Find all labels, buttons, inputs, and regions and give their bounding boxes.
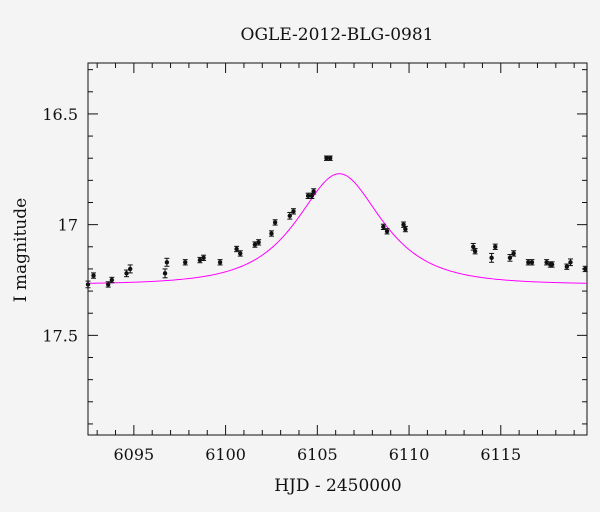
data-point xyxy=(549,261,555,268)
data-point xyxy=(525,259,531,266)
data-points-group xyxy=(85,155,588,289)
data-marker xyxy=(507,255,513,261)
data-point xyxy=(105,281,111,288)
data-marker xyxy=(109,277,115,283)
model-curve xyxy=(87,173,588,284)
data-marker xyxy=(269,231,274,236)
data-point xyxy=(127,264,133,274)
x-axis-label: HJD - 2450000 xyxy=(274,476,402,496)
data-marker xyxy=(511,251,516,256)
y-axis-label: I magnitude xyxy=(11,198,31,302)
data-marker xyxy=(582,266,588,272)
data-marker xyxy=(544,260,549,265)
chart-title: OGLE-2012-BLG-0981 xyxy=(241,25,434,45)
data-marker xyxy=(471,244,476,249)
data-marker xyxy=(164,260,170,265)
data-marker xyxy=(124,271,129,276)
data-point xyxy=(237,250,243,257)
data-point xyxy=(268,230,274,237)
model-curve-group xyxy=(87,173,588,284)
data-marker xyxy=(529,260,535,265)
data-marker xyxy=(105,282,111,287)
data-marker xyxy=(489,255,494,261)
data-marker xyxy=(324,156,329,161)
data-point xyxy=(197,256,203,264)
data-marker xyxy=(197,257,203,263)
x-tick-label: 6105 xyxy=(297,445,338,464)
data-marker xyxy=(238,251,243,256)
data-marker xyxy=(234,246,239,252)
data-point xyxy=(402,225,408,233)
data-marker xyxy=(256,240,261,245)
data-marker xyxy=(217,260,223,265)
data-marker xyxy=(183,260,188,265)
data-marker xyxy=(252,242,258,247)
data-point xyxy=(290,208,296,215)
data-point xyxy=(217,259,223,266)
data-marker xyxy=(327,156,333,161)
data-marker xyxy=(287,213,293,218)
data-marker xyxy=(291,209,296,214)
data-point xyxy=(507,254,513,262)
data-point xyxy=(109,276,115,284)
data-point xyxy=(305,192,311,200)
data-marker xyxy=(401,222,406,227)
plot-area xyxy=(87,62,588,436)
data-marker xyxy=(311,189,316,194)
data-point xyxy=(256,239,262,246)
data-point xyxy=(164,257,170,267)
data-marker xyxy=(403,226,408,232)
data-point xyxy=(327,155,333,161)
data-marker xyxy=(162,271,168,276)
data-marker xyxy=(549,262,555,267)
data-point xyxy=(472,248,478,255)
data-point xyxy=(309,192,315,200)
data-marker xyxy=(381,224,386,230)
data-marker xyxy=(127,266,133,272)
data-marker xyxy=(201,255,206,261)
data-marker xyxy=(384,229,390,234)
data-point xyxy=(234,245,240,253)
data-marker xyxy=(472,249,478,254)
data-point xyxy=(162,268,168,279)
data-marker xyxy=(91,273,96,278)
x-tick-label: 6095 xyxy=(114,445,155,464)
data-point xyxy=(287,211,293,220)
data-point xyxy=(582,265,588,273)
data-marker xyxy=(493,244,498,249)
data-marker xyxy=(85,282,91,287)
data-point xyxy=(311,188,317,195)
x-tick-label: 6100 xyxy=(205,445,246,464)
x-tick-label: 6110 xyxy=(389,445,430,464)
data-point xyxy=(91,272,97,279)
y-tick-label: 17.5 xyxy=(42,326,78,345)
data-marker xyxy=(309,193,315,199)
data-point xyxy=(529,259,535,266)
data-point xyxy=(384,228,390,235)
data-point xyxy=(201,254,207,262)
data-point xyxy=(511,250,517,257)
axis-ticks xyxy=(88,63,587,435)
y-tick-label: 17 xyxy=(58,216,78,235)
data-marker xyxy=(526,260,531,265)
data-point xyxy=(489,252,495,263)
data-point xyxy=(544,259,550,266)
data-point xyxy=(124,269,130,278)
data-point xyxy=(492,243,498,250)
data-marker xyxy=(272,220,278,225)
data-point xyxy=(85,280,91,289)
data-point xyxy=(564,263,570,270)
data-point xyxy=(567,258,573,267)
data-point xyxy=(182,259,188,266)
tick-labels: 6095 6100 6105 6110 6115 16.5 17 17.5 xyxy=(42,105,521,464)
data-point xyxy=(272,219,278,226)
data-point xyxy=(380,223,386,231)
x-tick-label: 6115 xyxy=(480,445,521,464)
y-tick-label: 16.5 xyxy=(42,105,78,124)
data-marker xyxy=(305,193,311,199)
data-marker xyxy=(564,264,570,269)
data-marker xyxy=(568,260,573,265)
